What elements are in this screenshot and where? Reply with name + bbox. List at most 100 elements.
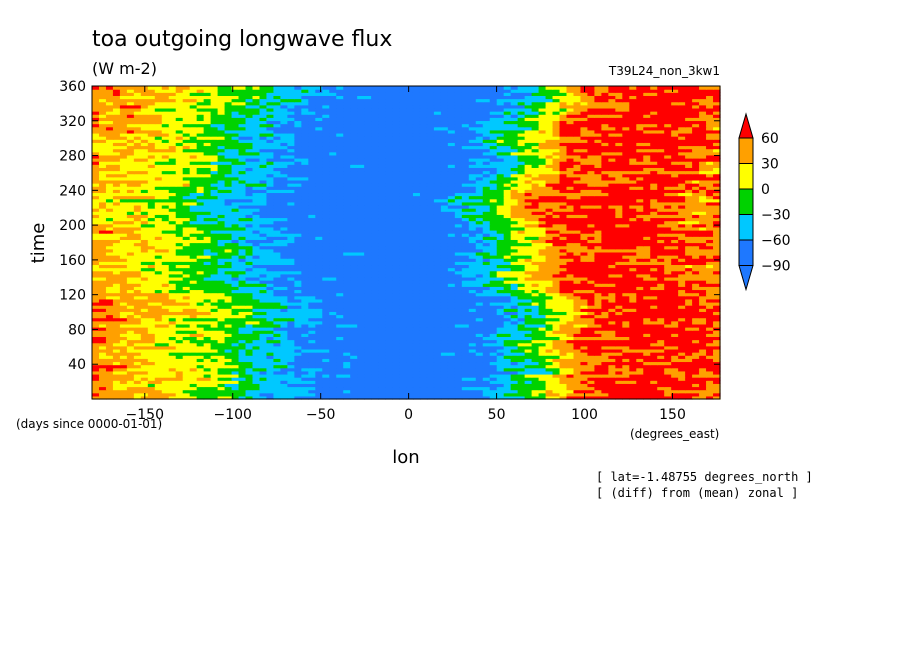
heatmap-cell [538,236,547,240]
heatmap-cell [189,339,198,344]
heatmap-cell [252,392,261,397]
heatmap-cell [378,280,386,284]
heatmap-cell [133,276,142,281]
heatmap-cell [315,283,323,287]
heatmap-cell [371,361,379,366]
heatmap-cell [671,386,679,391]
heatmap-cell [392,370,400,375]
heatmap-cell [426,373,435,378]
heatmap-cell [713,311,721,316]
heatmap-cell [538,280,547,284]
heatmap-cell [447,389,456,394]
heatmap-cell [92,283,100,287]
heatmap-cell [496,314,505,319]
heatmap-cell [412,229,421,234]
heatmap-cell [566,289,575,294]
heatmap-cell [594,229,602,234]
heatmap-cell [433,342,442,347]
heatmap-cell [566,330,575,334]
heatmap-cell [657,392,665,397]
heatmap-cell [615,280,623,284]
heatmap-cell [412,264,421,269]
heatmap-cell [336,248,344,253]
heatmap-cell [238,355,247,359]
heatmap-cell [182,264,191,269]
heatmap-cell [496,317,505,322]
heatmap-cell [580,295,589,300]
heatmap-cell [336,345,344,350]
heatmap-cell [650,229,658,234]
heatmap-cell [559,245,568,250]
heatmap-cell [322,305,330,309]
heatmap-cell [650,370,658,375]
heatmap-cell [189,370,198,375]
heatmap-cell [92,239,100,244]
heatmap-cell [217,392,226,397]
heatmap-cell [433,330,442,334]
heatmap-cell [685,236,693,240]
heatmap-cell [315,226,323,231]
heatmap-cell [503,395,512,400]
heatmap-cell [524,367,533,372]
heatmap-cell [224,370,233,375]
heatmap-cell [552,286,561,291]
heatmap-cell [587,292,595,297]
heatmap-cell [98,327,107,331]
heatmap-cell [713,333,721,337]
heatmap-cell [643,377,651,381]
heatmap-cell [454,301,463,306]
heatmap-cell [664,339,672,344]
heatmap-cell [580,364,589,369]
heatmap-cell [357,223,365,228]
heatmap-cell [664,380,672,384]
heatmap-cell [287,251,295,256]
heatmap-cell [615,361,623,366]
heatmap-cell [524,286,533,291]
heatmap-cell [545,298,554,303]
heatmap-cell [378,233,386,237]
heatmap-cell [440,280,449,284]
heatmap-cell [622,355,630,359]
heatmap-cell [315,361,323,366]
heatmap-cell [140,276,149,281]
heatmap-cell [336,308,344,312]
heatmap-cell [538,323,547,328]
heatmap-cell [419,242,428,247]
heatmap-cell [468,348,477,353]
heatmap-cell [329,380,337,384]
heatmap-cell [224,352,233,356]
heatmap-cell [329,289,337,294]
heatmap-cell [406,361,414,366]
heatmap-cell [196,245,205,250]
heatmap-cell [622,395,630,400]
heatmap-cell [559,327,568,331]
heatmap-cell [489,233,498,237]
heatmap-cell [231,236,240,240]
heatmap-cell [440,248,449,253]
heatmap-cell [280,339,288,344]
heatmap-cell [105,367,114,372]
heatmap-cell [329,264,337,269]
heatmap-cell [454,352,463,356]
heatmap-cell [692,286,700,291]
heatmap-cell [210,276,219,281]
heatmap-cell [671,270,679,275]
heatmap-cell [496,226,505,231]
heatmap-cell [140,361,149,366]
heatmap-cell [615,386,623,391]
heatmap-cell [161,305,170,309]
heatmap-cell [238,255,247,259]
heatmap-cell [168,280,177,284]
heatmap-cell [643,239,651,244]
heatmap-cell [601,242,609,247]
heatmap-cell [461,283,470,287]
heatmap-cell [517,330,526,334]
heatmap-cell [224,373,233,378]
heatmap-cell [252,245,261,250]
heatmap-cell [468,286,477,291]
heatmap-cell [315,395,323,400]
heatmap-cell [608,289,616,294]
heatmap-cell [636,229,644,234]
heatmap-cell [133,261,142,266]
heatmap-cell [489,395,498,400]
